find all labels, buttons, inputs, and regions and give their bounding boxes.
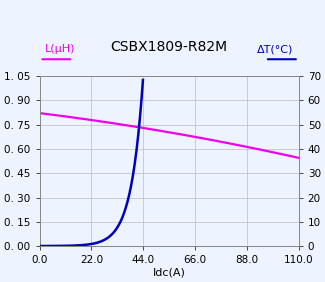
Text: ΔT(°C): ΔT(°C) bbox=[257, 44, 293, 54]
Text: L(μH): L(μH) bbox=[45, 44, 75, 54]
X-axis label: Idc(A): Idc(A) bbox=[153, 268, 186, 278]
Title: CSBX1809-R82M: CSBX1809-R82M bbox=[111, 40, 228, 54]
